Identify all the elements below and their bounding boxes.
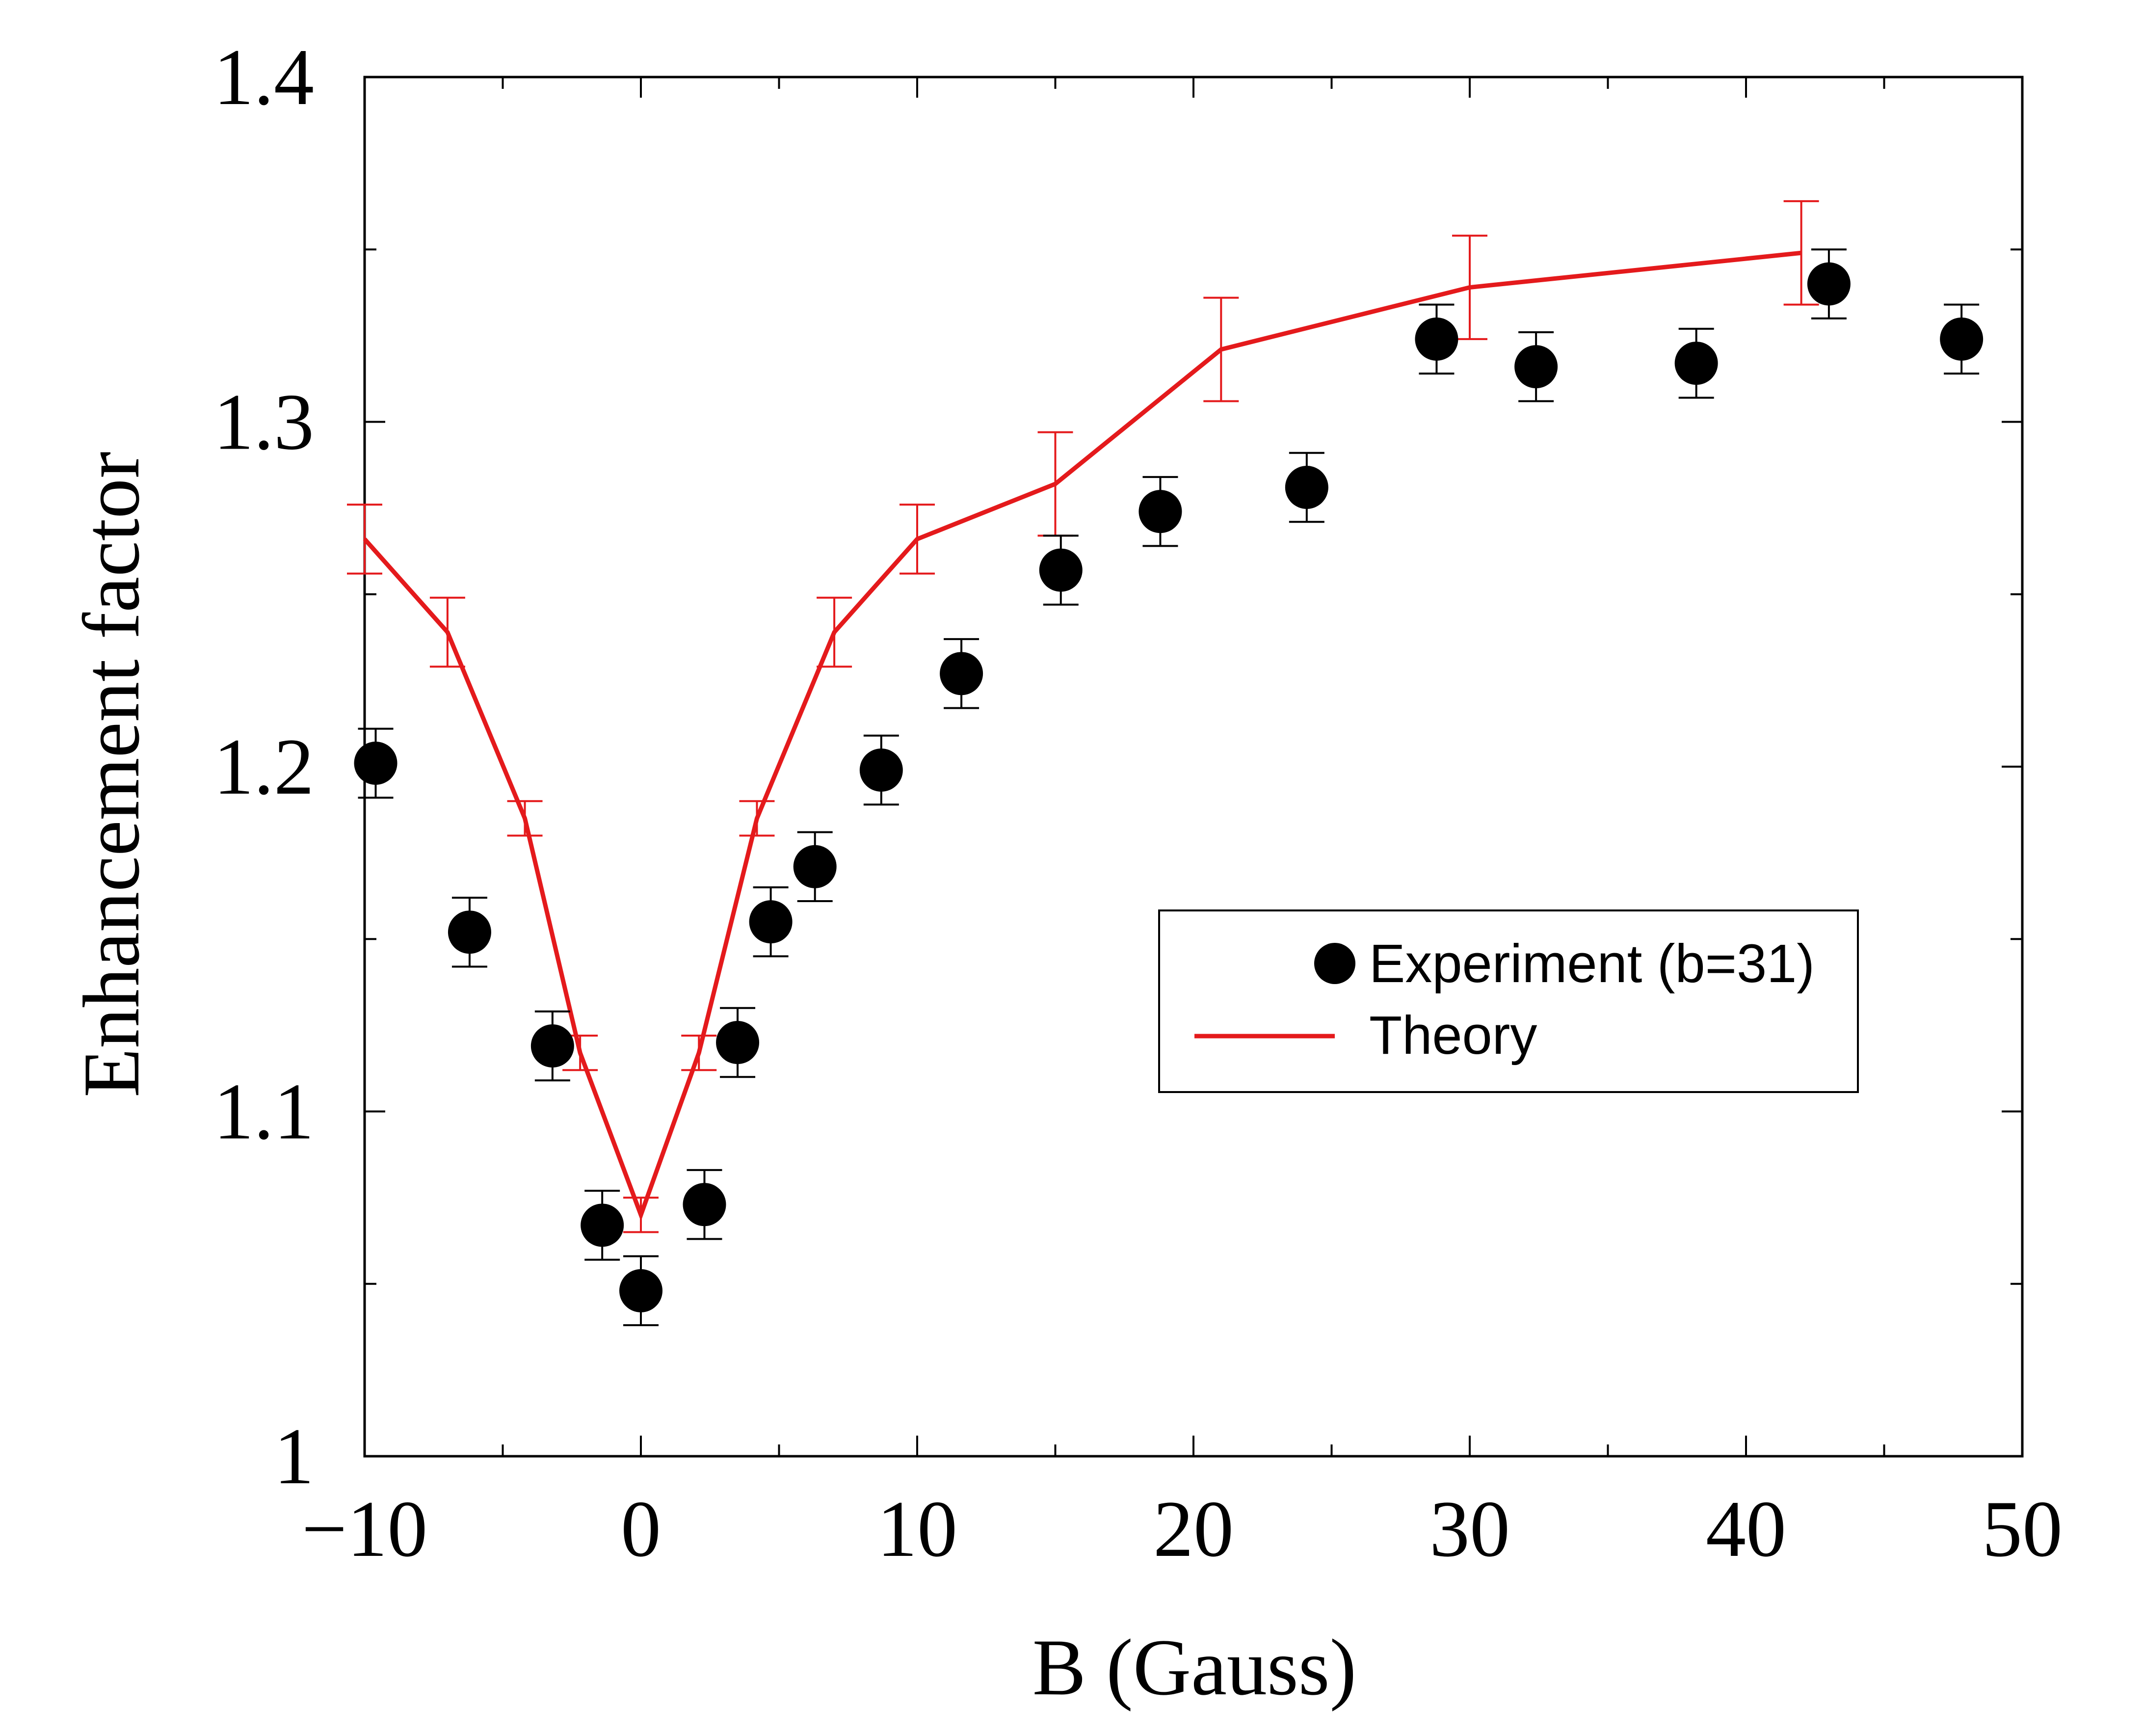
experiment-point <box>683 1183 726 1227</box>
axis-ticks <box>364 76 2023 1457</box>
experiment-point <box>1940 317 1984 361</box>
experiment-point <box>1674 342 1718 385</box>
x-axis-title: B (Gauss) <box>1032 1623 1356 1712</box>
experiment-point <box>1039 548 1083 592</box>
experiment-point <box>1415 317 1458 361</box>
y-tick-label: 1.1 <box>213 1068 314 1156</box>
experiment-series <box>354 248 1984 1327</box>
legend-box <box>1158 909 1859 1093</box>
legend-theory-label: Theory <box>1369 1005 1537 1066</box>
theory-line <box>363 250 1802 1222</box>
experiment-point <box>354 741 397 785</box>
y-tick-label: 1.2 <box>213 722 314 811</box>
experiment-point <box>940 652 983 695</box>
plot-area <box>363 76 2024 1458</box>
y-tick-labels: 1 1.1 1.2 1.3 1.4 <box>213 33 314 1501</box>
experiment-point <box>581 1203 624 1247</box>
theory-series <box>347 200 1819 1233</box>
legend-experiment-label: Experiment (b=31) <box>1369 934 1815 994</box>
y-tick-label: 1.4 <box>213 33 314 122</box>
y-axis-title: Enhancement factor <box>67 452 156 1097</box>
experiment-point <box>1807 262 1851 306</box>
experiment-point <box>1285 465 1328 509</box>
x-tick-label: 50 <box>1982 1485 2063 1574</box>
experiment-point <box>859 748 903 792</box>
experiment-point <box>530 1024 574 1068</box>
experiment-point <box>619 1269 662 1312</box>
experiment-point <box>448 910 491 954</box>
legend: Experiment (b=31) Theory <box>1158 909 1859 1093</box>
experiment-point <box>716 1021 760 1064</box>
plot-frame <box>363 76 2024 1458</box>
x-tick-label: 40 <box>1706 1485 1786 1574</box>
x-tick-label: 20 <box>1153 1485 1234 1574</box>
experiment-point <box>749 900 793 944</box>
legend-experiment-marker <box>1314 943 1355 984</box>
experiment-point <box>1514 345 1558 389</box>
x-tick-label: 30 <box>1429 1485 1510 1574</box>
experiment-point <box>1138 490 1182 534</box>
x-tick-label: 0 <box>621 1485 661 1574</box>
x-tick-label: −10 <box>302 1485 428 1574</box>
experiment-point <box>793 845 837 888</box>
x-tick-label: 10 <box>877 1485 957 1574</box>
x-tick-labels: −10 0 10 20 30 40 50 <box>302 1485 2063 1574</box>
y-tick-label: 1.3 <box>213 378 314 467</box>
y-tick-label: 1 <box>274 1412 314 1501</box>
